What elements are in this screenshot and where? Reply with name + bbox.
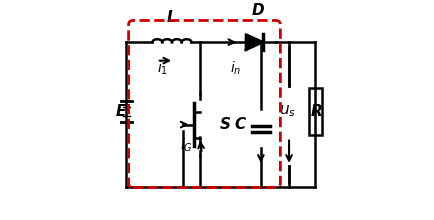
- Text: $i_n$: $i_n$: [230, 59, 241, 77]
- Text: R: R: [309, 104, 321, 119]
- Text: $i_G$: $i_G$: [179, 136, 192, 154]
- Polygon shape: [245, 34, 262, 50]
- Text: $i_1$: $i_1$: [156, 59, 168, 77]
- Text: $u_s$: $u_s$: [279, 104, 296, 119]
- Text: S: S: [219, 117, 230, 132]
- Text: D: D: [251, 3, 263, 18]
- Text: E: E: [115, 104, 126, 119]
- FancyBboxPatch shape: [308, 88, 321, 136]
- Text: C: C: [234, 117, 245, 132]
- Text: L: L: [167, 10, 177, 25]
